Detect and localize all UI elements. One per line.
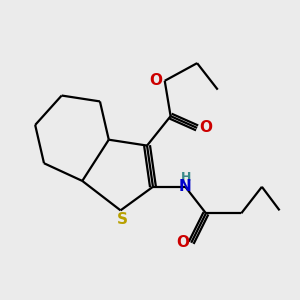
Text: H: H (180, 172, 191, 184)
Text: O: O (199, 120, 212, 135)
Text: O: O (149, 73, 162, 88)
Text: S: S (116, 212, 128, 227)
Text: O: O (176, 235, 190, 250)
Text: N: N (179, 179, 192, 194)
